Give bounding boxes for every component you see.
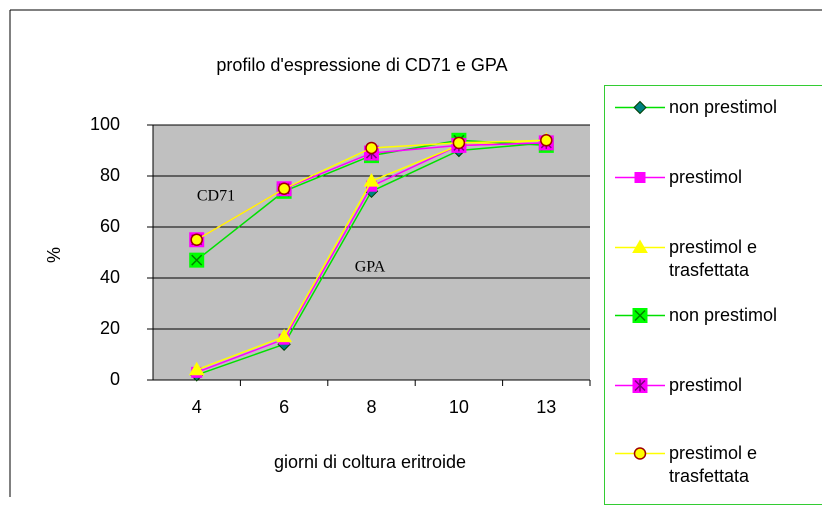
marker: [188, 361, 205, 376]
legend: non prestimol prestimol prestimol e trasfe…: [604, 85, 822, 505]
legend-swatch: [615, 308, 665, 323]
y-axis-label: %: [44, 247, 64, 263]
y-tick-label: 80: [100, 165, 120, 185]
marker: [277, 182, 291, 195]
legend-entry: prestimol: [613, 166, 804, 189]
annotation: CD71: [197, 188, 235, 205]
marker: [633, 100, 647, 115]
x-tick-label: 6: [279, 397, 289, 417]
y-tick-label: 0: [110, 369, 120, 389]
y-tick-label: 100: [90, 114, 120, 134]
legend-entry: prestimol e trasfettata: [613, 236, 804, 282]
x-axis-label: giorni di coltura eritroide: [274, 452, 466, 472]
y-tick-label: 20: [100, 318, 120, 338]
x-tick-label: 10: [449, 397, 469, 417]
marker: [189, 252, 205, 268]
plot-area: [153, 125, 590, 380]
legend-label: prestimol e trasfettata: [669, 443, 758, 486]
marker: [632, 378, 648, 393]
legend-label: prestimol e trasfettata: [669, 237, 758, 280]
legend-swatch: [615, 172, 665, 183]
legend-swatch: [615, 100, 665, 115]
legend-label: non prestimol: [669, 305, 778, 325]
marker: [633, 447, 647, 460]
legend-label: non prestimol: [669, 97, 778, 117]
x-tick-label: 4: [192, 397, 202, 417]
legend-entry: prestimol e trasfettata: [613, 442, 804, 488]
chart-title: profilo d'espressione di CD71 e GPA: [216, 55, 507, 75]
legend-swatch: [615, 447, 665, 460]
legend-entry: non prestimol: [613, 304, 804, 327]
y-tick-label: 40: [100, 267, 120, 287]
marker: [276, 328, 292, 343]
marker-cross: [191, 254, 203, 266]
marker: [634, 172, 646, 183]
marker: [632, 308, 648, 323]
y-tick-label: 60: [100, 216, 120, 236]
marker: [632, 239, 648, 253]
marker: [190, 233, 203, 246]
legend-label: prestimol: [669, 375, 743, 395]
legend-entry: prestimol: [613, 374, 804, 397]
marker: [452, 136, 466, 150]
marker: [363, 173, 380, 187]
marker: [540, 134, 553, 147]
marker-cross: [634, 379, 646, 392]
legend-swatch: [615, 239, 665, 253]
annotation: GPA: [355, 259, 386, 276]
legend-entry: non prestimol: [613, 96, 804, 119]
x-tick-label: 8: [366, 397, 376, 417]
legend-label: prestimol: [669, 167, 743, 187]
legend-swatch: [615, 378, 665, 393]
marker-cross: [634, 309, 646, 322]
x-tick-label: 13: [536, 397, 556, 417]
marker: [365, 141, 378, 155]
